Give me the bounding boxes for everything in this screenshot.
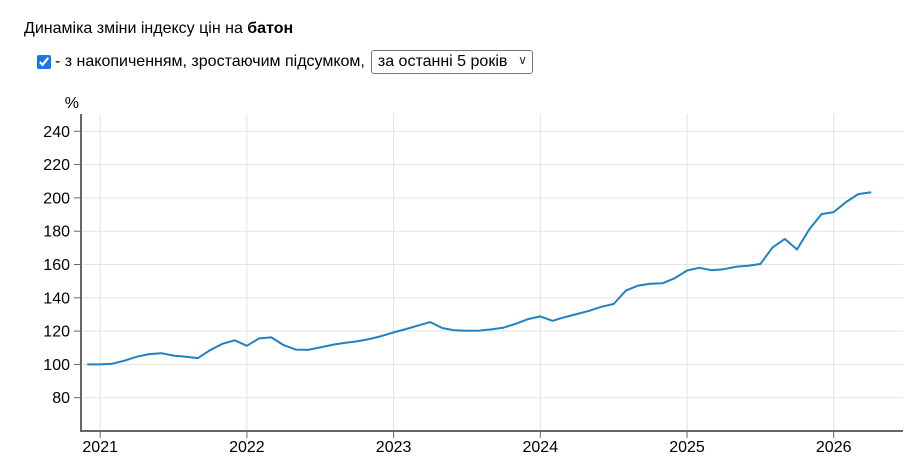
y-tick-label: 100 [43,357,70,374]
chart-controls: - з накопиченням, зростаючим підсумком, … [37,50,533,74]
y-axis-unit-label: % [65,95,79,112]
page-title-product: батон [247,20,294,37]
x-tick-label: 2023 [376,439,412,456]
price-index-chart: 80 100 120 140 160 180 200 220 240% 2021 2022 2023 2… [43,95,903,456]
x-tick-label: 2024 [523,439,559,456]
y-tick-label: 180 [43,224,70,241]
period-select-wrap: за останні 5 років ∨ [370,50,533,74]
y-tick-label: 160 [43,257,70,274]
x-tick-label: 2022 [229,439,265,456]
x-tick-label: 2026 [816,439,852,456]
page-title: Динаміка зміни індексу цін на батон [24,20,293,38]
y-tick-label: 220 [43,157,70,174]
y-tick-label: 240 [43,124,70,141]
page-title-prefix: Динаміка зміни індексу цін на [24,20,248,37]
period-select[interactable]: за останні 5 років [370,50,533,74]
x-tick-label: 2025 [669,439,705,456]
y-tick-label: 200 [43,190,70,207]
y-tick-label: 140 [43,290,70,307]
y-tick-label: 120 [43,324,70,341]
accumulation-checkbox[interactable] [37,55,51,69]
price-index-series-line [87,191,872,366]
y-tick-label: 80 [52,390,70,407]
accumulation-checkbox-label: - з накопиченням, зростаючим підсумком, [55,53,365,70]
x-tick-label: 2021 [82,439,118,456]
